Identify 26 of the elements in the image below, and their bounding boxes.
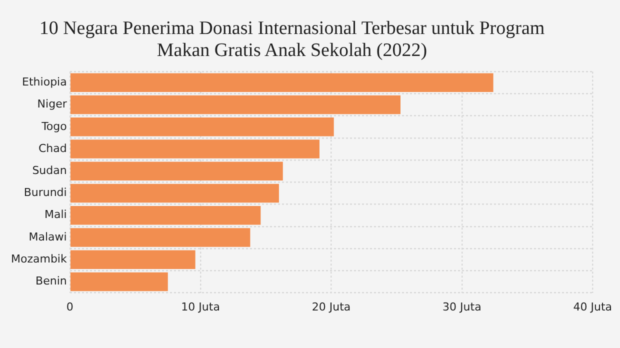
bar — [70, 95, 401, 114]
x-tick-label: 30 Juta — [442, 300, 482, 314]
x-tick-label: 40 Juta — [573, 300, 612, 314]
y-tick-label: Sudan — [32, 164, 67, 177]
bar — [70, 206, 261, 225]
y-tick-label: Mozambik — [11, 252, 68, 266]
bar — [70, 140, 320, 158]
bar — [70, 272, 168, 292]
x-tick-label: 10 Juta — [181, 300, 220, 314]
chart-title: 10 Negara Penerima Donasi Internasional Terbesar untuk Program Makan Gratis Anak Sekolah (2022) — [38, 17, 546, 62]
bar — [70, 118, 334, 136]
y-tick-label: Niger — [37, 98, 68, 111]
bar — [70, 184, 279, 203]
y-tick-label: Chad — [38, 142, 67, 155]
x-tick-label: 0 — [66, 300, 74, 314]
x-tick-label: 20 Juta — [312, 300, 351, 314]
bar — [70, 250, 196, 270]
y-tick-label: Burundi — [24, 186, 67, 200]
y-tick-label: Malawi — [28, 230, 67, 244]
bar — [70, 162, 283, 181]
y-tick-label: Mali — [44, 208, 67, 222]
y-tick-label: Ethiopia — [22, 76, 67, 89]
y-tick-label: Togo — [40, 120, 68, 133]
bar — [70, 228, 250, 247]
y-tick-label: Benin — [36, 274, 67, 288]
bar — [70, 73, 494, 92]
